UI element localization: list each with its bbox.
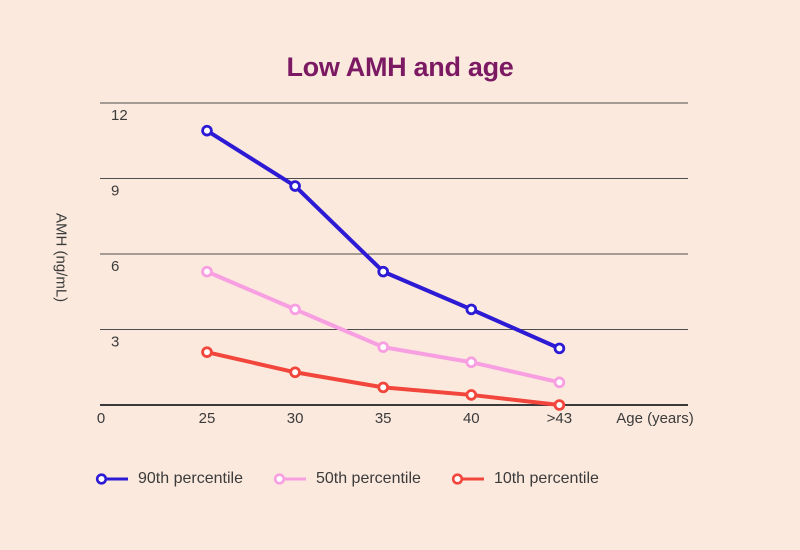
legend-item-10th-percentile: 10th percentile [451,470,599,488]
y-tick-label: 3 [111,334,119,351]
series-line [205,350,562,407]
legend-label: 10th percentile [493,470,599,487]
data-point-marker [201,346,213,358]
legend-item-90th-percentile: 90th percentile [95,470,243,488]
data-point-marker [553,376,566,389]
line-chart: 3 6 9 12 0 25 30 35 40 >43 Age (years) [97,102,694,427]
legend-label: 90th percentile [138,470,243,487]
y-tick-label: 12 [111,107,128,124]
data-point-marker [289,303,301,316]
line-marker-icon [273,473,306,485]
x-tick-label: >43 [547,410,572,427]
x-axis-label: Age (years) [616,410,694,427]
chart-title: Low AMH and age [286,52,514,82]
data-point-marker [377,265,390,278]
y-tick-label: 6 [111,258,119,275]
data-point-marker [553,399,566,411]
data-point-marker [201,124,213,137]
data-point-marker [465,356,478,369]
x-tick-label: 30 [287,410,304,427]
origin-label: 0 [97,410,105,427]
x-tick-label: 25 [199,410,216,427]
legend: 90th percentile 50th percentile 10th per… [95,470,599,488]
data-point-marker [377,341,390,353]
data-point-marker [465,303,478,316]
y-tick-label: 9 [111,183,119,200]
line-marker-icon [95,473,128,485]
line-marker-icon [451,473,484,485]
x-tick-label: 40 [463,410,480,427]
data-point-marker [201,265,213,278]
y-axis-label: AMH (ng/mL) [52,213,70,303]
data-point-marker [289,180,301,192]
data-point-marker [289,366,301,379]
series-line [205,128,562,351]
x-tick-label: 35 [375,410,392,427]
data-point-marker [553,342,566,355]
data-point-marker [465,389,478,401]
legend-item-50th-percentile: 50th percentile [273,470,421,488]
legend-label: 50th percentile [315,470,421,487]
data-point-marker [377,381,390,394]
